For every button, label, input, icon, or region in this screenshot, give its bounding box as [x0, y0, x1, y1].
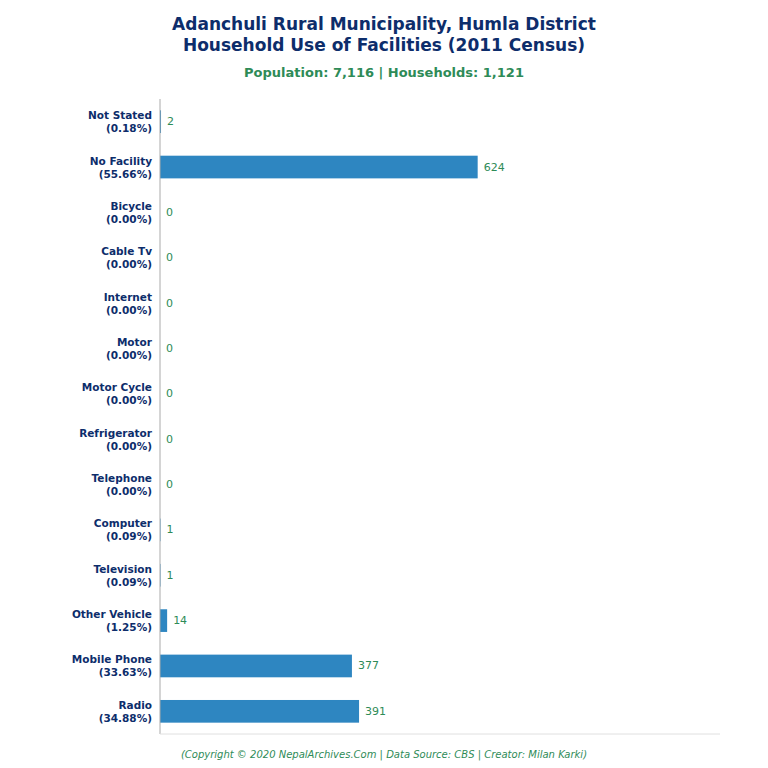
- y-tick-label-line: Television: [93, 563, 152, 575]
- data-label: 0: [166, 387, 173, 400]
- bar: [160, 655, 352, 678]
- title: Adanchuli Rural Municipality, Humla Dist…: [172, 14, 596, 55]
- y-tick-label-line: (0.09%): [106, 576, 152, 588]
- bar: [160, 156, 478, 179]
- y-tick-label: Motor Cycle(0.00%): [82, 381, 152, 406]
- y-tick-label-line: Motor: [117, 336, 153, 348]
- data-label: 391: [365, 705, 386, 718]
- data-label: 0: [166, 478, 173, 491]
- y-tick-label: Bicycle(0.00%): [106, 200, 152, 225]
- data-label: 14: [173, 614, 187, 627]
- y-tick-label-line: (55.66%): [99, 168, 152, 180]
- data-label: 0: [166, 251, 173, 264]
- y-tick-label-line: Radio: [119, 699, 153, 711]
- title-line: Household Use of Facilities (2011 Census…: [183, 35, 585, 55]
- y-tick-label-line: Refrigerator: [79, 427, 153, 439]
- y-tick-label-line: (0.00%): [106, 213, 152, 225]
- data-label: 0: [166, 297, 173, 310]
- data-label: 0: [166, 342, 173, 355]
- y-tick-label-line: Telephone: [92, 472, 152, 484]
- data-label: 377: [358, 659, 379, 672]
- y-tick-label-line: (0.09%): [106, 530, 152, 542]
- bars: [160, 110, 478, 722]
- data-label: 624: [484, 161, 505, 174]
- y-tick-label-line: (0.00%): [106, 485, 152, 497]
- y-tick-label: Computer(0.09%): [94, 517, 153, 542]
- subtitle: Population: 7,116 | Households: 1,121: [244, 65, 524, 80]
- background: [0, 0, 768, 768]
- y-tick-label-line: (0.00%): [106, 440, 152, 452]
- y-tick-label-line: (1.25%): [106, 621, 152, 633]
- data-label: 1: [167, 569, 174, 582]
- y-tick-label: Motor(0.00%): [106, 336, 153, 361]
- y-tick-label: Cable Tv(0.00%): [101, 245, 152, 270]
- data-label: 0: [166, 433, 173, 446]
- y-tick-label-line: No Facility: [90, 155, 152, 167]
- chart-container: Adanchuli Rural Municipality, Humla Dist…: [0, 0, 768, 768]
- y-tick-label-line: (34.88%): [99, 712, 152, 724]
- y-tick-label-line: (0.00%): [106, 349, 152, 361]
- y-tick-label-line: (0.00%): [106, 258, 152, 270]
- x-axis-line: [160, 734, 720, 735]
- y-tick-labels: Not Stated(0.18%) No Facility(55.66%) Bicy…: [72, 109, 153, 724]
- y-tick-label-line: Motor Cycle: [82, 381, 152, 393]
- y-tick-label: Internet(0.00%): [104, 291, 152, 316]
- y-tick-label: Other Vehicle(1.25%): [72, 608, 152, 633]
- y-tick-label: Radio(34.88%): [99, 699, 152, 724]
- y-tick-label-line: Bicycle: [110, 200, 152, 212]
- y-tick-label-line: Mobile Phone: [72, 653, 152, 665]
- y-tick-label: Not Stated(0.18%): [88, 109, 152, 134]
- y-tick-label-line: (33.63%): [99, 666, 152, 678]
- y-tick-label-line: Not Stated: [88, 109, 152, 121]
- y-tick-label-line: Internet: [104, 291, 152, 303]
- bar: [160, 609, 167, 632]
- data-label: 0: [166, 206, 173, 219]
- chart: Adanchuli Rural Municipality, Humla Dist…: [0, 0, 768, 768]
- y-tick-label-line: (0.18%): [106, 122, 152, 134]
- y-tick-label: Refrigerator(0.00%): [79, 427, 153, 452]
- value-labels: 2 624 0 0 0 0 0 0 0 1 1 14 377 391: [166, 115, 505, 718]
- y-tick-label-line: Cable Tv: [101, 245, 152, 257]
- title-line: Adanchuli Rural Municipality, Humla Dist…: [172, 14, 596, 34]
- y-tick-label: No Facility(55.66%): [90, 155, 152, 180]
- y-tick-label: Television(0.09%): [93, 563, 152, 588]
- y-tick-label-line: Computer: [94, 517, 153, 529]
- y-tick-label-line: Other Vehicle: [72, 608, 152, 620]
- y-tick-label-line: (0.00%): [106, 304, 152, 316]
- y-axis-line: [160, 99, 161, 734]
- y-tick-label: Telephone(0.00%): [92, 472, 152, 497]
- data-label: 1: [167, 523, 174, 536]
- bar: [160, 700, 359, 723]
- data-label: 2: [167, 115, 174, 128]
- y-tick-label: Mobile Phone(33.63%): [72, 653, 152, 678]
- y-tick-label-line: (0.00%): [106, 394, 152, 406]
- footer: (Copyright © 2020 NepalArchives.Com | Da…: [181, 749, 587, 761]
